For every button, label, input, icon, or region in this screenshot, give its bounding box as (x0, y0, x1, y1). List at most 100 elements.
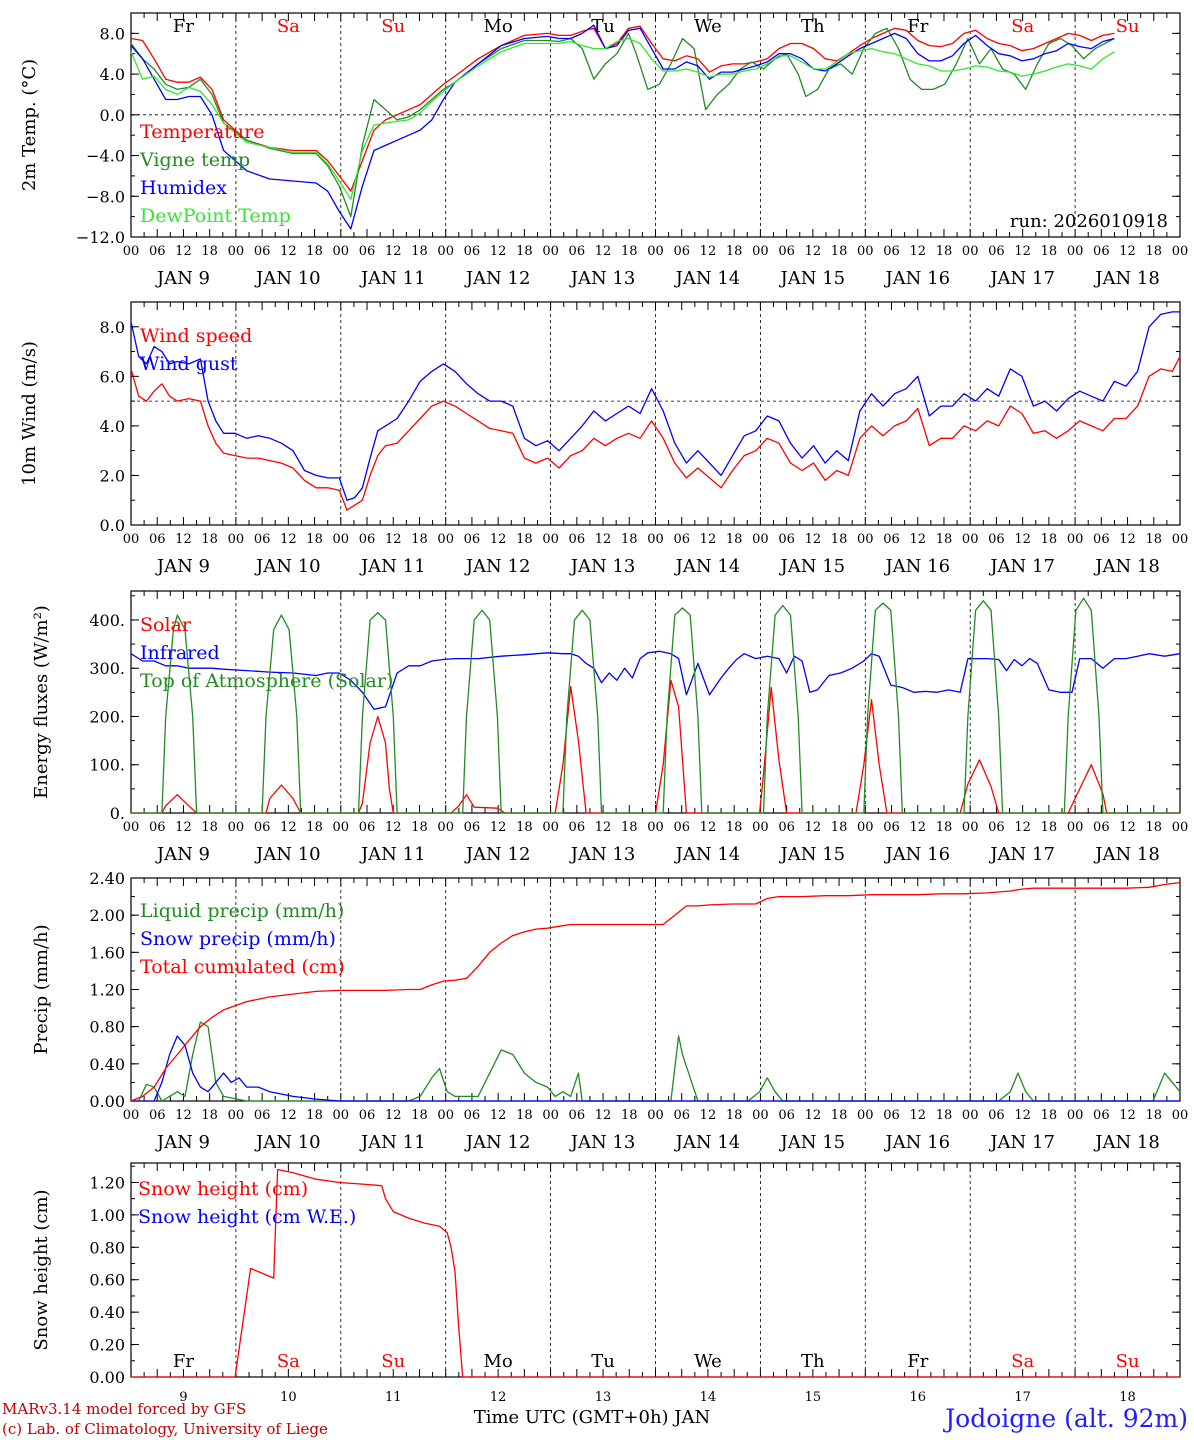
date-label: JAN 14 (674, 556, 741, 577)
date-label: JAN 18 (1093, 844, 1160, 865)
hour-label: 18 (411, 820, 428, 835)
hour-label: 12 (490, 532, 507, 547)
date-label: JAN 15 (779, 844, 846, 865)
date-label: JAN 13 (569, 268, 636, 289)
hour-label: 12 (805, 1108, 822, 1123)
legend-entry: Humidex (140, 177, 227, 199)
hour-label: 00 (752, 820, 769, 835)
hour-label: 18 (201, 820, 218, 835)
y-tick-label: 300. (89, 659, 125, 678)
hour-label: 12 (280, 1108, 297, 1123)
hour-label: 06 (1093, 244, 1110, 259)
date-label: JAN 10 (254, 844, 321, 865)
date-label: JAN 12 (464, 556, 531, 577)
series-line-temperature (130, 25, 1115, 192)
hour-label: 18 (831, 820, 848, 835)
hour-label: 00 (437, 820, 454, 835)
y-tick-label: 0.00 (89, 1368, 125, 1387)
hour-label: 12 (700, 532, 717, 547)
hour-label: 18 (936, 532, 953, 547)
legend-entry: Snow height (cm W.E.) (138, 1206, 356, 1228)
hour-label: 00 (962, 820, 979, 835)
hour-label: 00 (962, 244, 979, 259)
hour-label: 18 (516, 1108, 533, 1123)
y-axis-label: Snow height (cm) (31, 1189, 52, 1350)
date-label: JAN 17 (988, 844, 1055, 865)
hour-label: 18 (411, 532, 428, 547)
date-label: JAN 14 (674, 844, 741, 865)
y-tick-label: 100. (89, 756, 125, 775)
y-tick-label: 1.20 (89, 1173, 125, 1192)
date-label: JAN 11 (359, 556, 426, 577)
day-number-label: 12 (490, 1390, 507, 1405)
legend-entry: Wind speed (140, 325, 252, 347)
date-label: JAN 13 (569, 844, 636, 865)
model-credit: MARv3.14 model forced by GFS (2, 1400, 246, 1418)
hour-label: 18 (1041, 1108, 1058, 1123)
y-tick-label: 4.0 (100, 65, 125, 84)
day-number-label: 18 (1119, 1390, 1136, 1405)
date-label: JAN 15 (779, 268, 846, 289)
day-of-week-label: Su (381, 1351, 405, 1372)
legend-entry: Snow precip (mm/h) (140, 928, 336, 950)
hour-label: 00 (333, 244, 350, 259)
hour-label: 12 (595, 244, 612, 259)
hour-label: 00 (647, 820, 664, 835)
series-line-dewpoint-temp (130, 37, 1115, 200)
hour-label: 06 (673, 1108, 690, 1123)
hour-label: 06 (254, 532, 271, 547)
hour-label: 18 (306, 244, 323, 259)
series-line-top-of-atmosphere-solar- (131, 597, 1180, 814)
hour-label: 00 (123, 244, 140, 259)
hour-label: 18 (201, 1108, 218, 1123)
hour-label: 12 (175, 244, 192, 259)
x-axis-title: Time UTC (GMT+0h) JAN (474, 1407, 711, 1428)
legend-entry: Temperature (140, 121, 264, 143)
hour-label: 06 (569, 244, 586, 259)
y-tick-label: 2.00 (89, 906, 125, 925)
series-line-wind-speed (130, 356, 1181, 511)
date-label: JAN 10 (254, 1132, 321, 1153)
series-line-snow-height-cm- (131, 1168, 1180, 1378)
hour-label: 12 (385, 244, 402, 259)
hour-label: 06 (359, 532, 376, 547)
hour-label: 18 (201, 244, 218, 259)
hour-label: 12 (490, 1108, 507, 1123)
hour-label: 12 (385, 532, 402, 547)
day-of-week-label: Mo (484, 1351, 513, 1372)
hour-label: 18 (621, 532, 638, 547)
y-tick-label: 2.40 (89, 869, 125, 888)
legend-entry: Top of Atmosphere (Solar) (140, 670, 393, 692)
date-label: JAN 17 (988, 1132, 1055, 1153)
day-number-label: 16 (909, 1390, 926, 1405)
day-of-week-label: We (694, 16, 722, 37)
panel-snow: 1.20 1.00 0.80 0.60 0.40 0.20 0.00 Snow height … (31, 1162, 1181, 1405)
hour-label: 18 (621, 1108, 638, 1123)
hour-label: 00 (1172, 532, 1189, 547)
hour-label: 18 (306, 820, 323, 835)
day-number-label: 9 (179, 1390, 187, 1405)
hour-label: 12 (280, 820, 297, 835)
hour-label: 18 (726, 532, 743, 547)
date-label: JAN 10 (254, 268, 321, 289)
hour-label: 00 (752, 1108, 769, 1123)
day-number-label: 15 (805, 1390, 822, 1405)
hour-label: 12 (595, 820, 612, 835)
y-tick-label: 0.00 (89, 1092, 125, 1111)
hour-label: 00 (123, 532, 140, 547)
day-number-label: 17 (1014, 1390, 1031, 1405)
hour-label: 18 (411, 1108, 428, 1123)
date-label: JAN 12 (464, 1132, 531, 1153)
hour-label: 00 (647, 532, 664, 547)
hour-label: 00 (333, 532, 350, 547)
legend-entry: Solar (140, 614, 192, 636)
hour-label: 06 (1093, 532, 1110, 547)
hour-label: 00 (228, 820, 245, 835)
day-of-week-label: Tu (591, 1351, 615, 1372)
hour-label: 12 (490, 820, 507, 835)
date-label: JAN 10 (254, 556, 321, 577)
panel-wind: 8.0 6.0 4.0 2.0 0.0 10m Wind (m/s) 00 06 12 18 JAN… (19, 301, 1189, 577)
y-axis-label: 2m Temp. (°C) (19, 59, 40, 191)
date-label: JAN 12 (464, 844, 531, 865)
day-of-week-label: Sa (1011, 16, 1034, 37)
